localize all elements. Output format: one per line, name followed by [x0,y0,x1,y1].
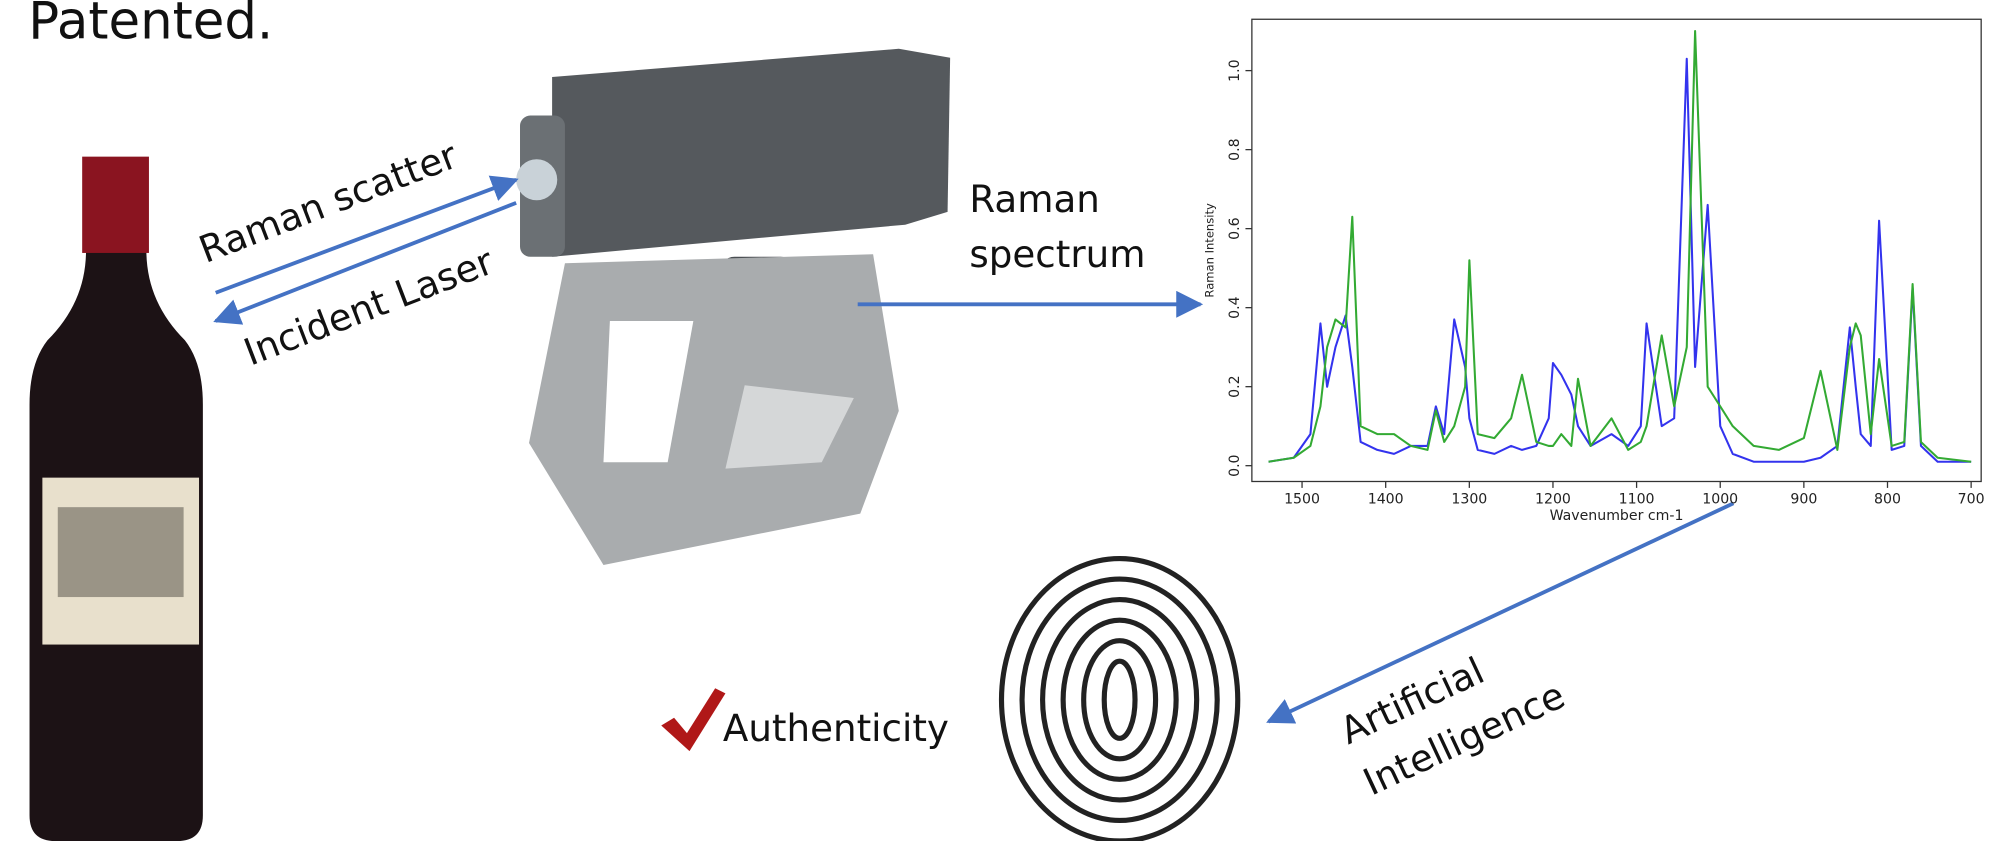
x-tick-label: 1200 [1535,491,1571,507]
y-tick-label: 0.0 [1227,454,1243,476]
wine-bottle [30,157,203,841]
x-axis-label: Wavenumber cm-1 [1550,508,1684,524]
x-tick-label: 1100 [1619,491,1655,507]
spectrum-line [1269,59,1972,462]
x-tick-label: 900 [1790,491,1817,507]
check-icon [661,688,725,751]
y-tick-label: 0.6 [1227,217,1243,239]
raman-device [516,49,950,565]
page: Patented. Raman scatter Incident Laser R… [0,0,2003,841]
authenticity-label: Authenticity [723,706,949,750]
y-axis-label: Raman Intensity [1202,203,1216,298]
spectrum-label: Raman [969,177,1100,221]
heading: Patented. [28,0,273,52]
spectrum-chart: 1500 1400 1300 1200 1100 1000 900 800 700 0.0 0.2 0… [1202,19,1984,524]
y-tick-label: 0.4 [1227,296,1243,318]
slide: Patented. Raman scatter Incident Laser R… [0,0,2003,841]
x-tick-label: 1400 [1368,491,1404,507]
x-tick-label: 1300 [1451,491,1487,507]
x-tick-label: 700 [1958,491,1985,507]
spectrum-line [1269,31,1972,462]
x-tick-label: 1500 [1284,491,1320,507]
x-tick-label: 1000 [1702,491,1738,507]
fingerprint [1002,559,1238,841]
spectrum-label: spectrum [969,232,1145,276]
y-tick-label: 0.2 [1227,375,1243,397]
ai-arrow [1269,503,1734,721]
y-tick-label: 1.0 [1227,59,1243,81]
x-tick-label: 800 [1874,491,1901,507]
y-tick-label: 0.8 [1227,138,1243,160]
